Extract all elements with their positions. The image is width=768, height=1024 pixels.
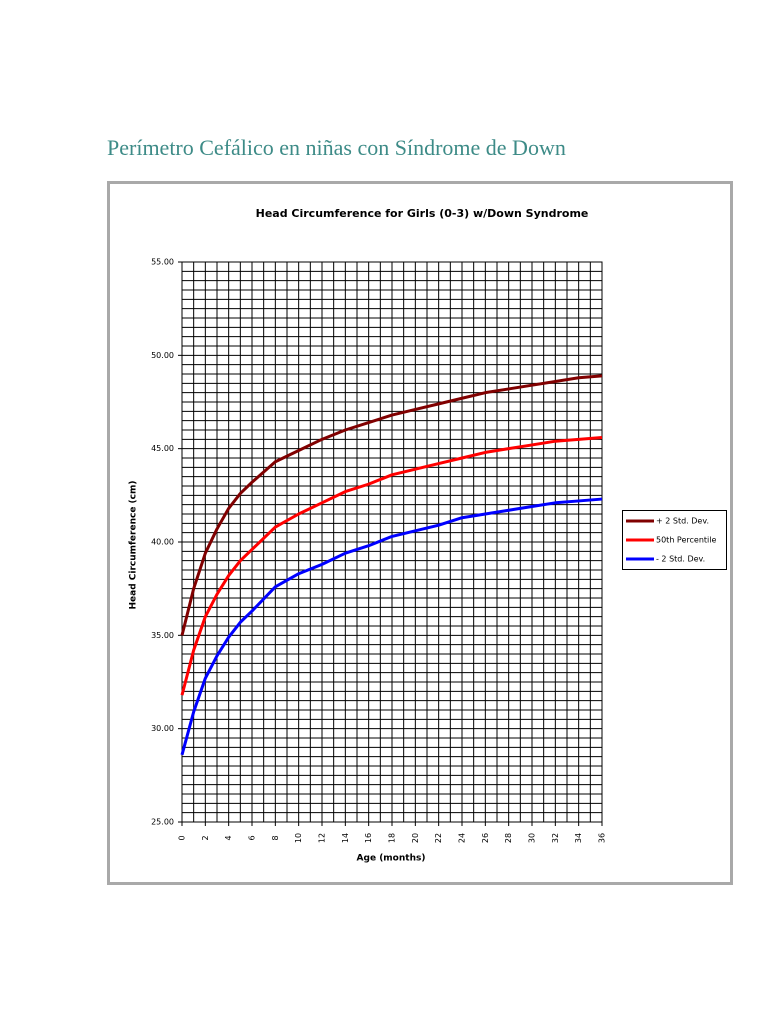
y-tick-label: 35.00 [151,631,174,640]
x-tick-label: 16 [364,833,373,843]
x-tick-label: 36 [598,833,607,843]
y-tick-label: 50.00 [151,351,174,360]
legend-label: - 2 Std. Dev. [656,555,705,564]
x-tick-label: 8 [271,835,280,840]
legend-label: + 2 Std. Dev. [656,517,709,526]
x-tick-label: 20 [411,833,420,843]
x-tick-label: 14 [341,833,350,843]
x-tick-label: 28 [504,833,513,843]
y-tick-label: 25.00 [151,818,174,827]
x-tick-label: 10 [294,833,303,843]
series-line [180,435,603,696]
x-tick-label: 26 [481,833,490,843]
x-tick-label: 2 [201,835,210,840]
y-tick-label: 30.00 [151,724,174,733]
legend-label: 50th Percentile [656,536,716,545]
x-axis-label: Age (months) [357,854,426,864]
series-line [180,374,603,636]
x-tick-label: 22 [434,833,443,843]
x-tick-label: 12 [318,833,327,843]
x-tick-label: 32 [551,833,560,843]
x-tick-label: 24 [458,833,467,843]
x-tick-label: 6 [248,835,257,840]
series-line [180,497,603,756]
x-tick-label: 18 [388,833,397,843]
heading: Perímetro Cefálico en niñas con Síndrome… [107,135,566,160]
y-tick-label: 40.00 [151,538,174,547]
x-tick-label: 0 [178,835,187,840]
y-axis-label: Head Circumference (cm) [129,480,139,609]
plot-border [181,261,603,823]
chart-title: Head Circumference for Girls (0-3) w/Dow… [256,207,589,220]
y-tick-label: 45.00 [151,444,174,453]
x-tick-label: 4 [224,835,233,840]
x-tick-label: 30 [528,833,537,843]
y-tick-label: 55.00 [151,258,174,267]
x-tick-label: 34 [574,833,583,843]
